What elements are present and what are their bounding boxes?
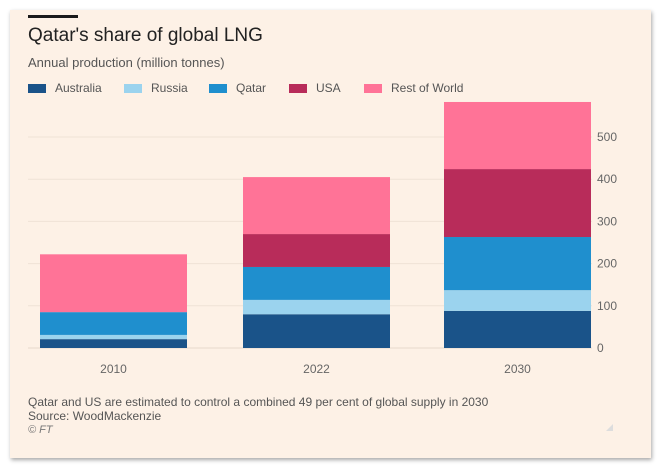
- x-tick-label: 2030: [504, 362, 531, 376]
- legend-item-usa: USA: [289, 81, 341, 95]
- legend-swatch-qatar: [209, 83, 227, 93]
- y-tick-label: 100: [597, 299, 617, 313]
- legend-label: Australia: [55, 81, 102, 95]
- y-tick-label: 500: [597, 130, 617, 144]
- y-tick-label: 0: [597, 341, 604, 355]
- footer-note: Qatar and US are estimated to control a …: [28, 395, 489, 409]
- footer-source: Source: WoodMackenzie: [28, 409, 162, 423]
- bar-segment-australia-2030: [444, 310, 591, 348]
- chart-subtitle: Annual production (million tonnes): [28, 55, 225, 70]
- footer-copyright: © FT: [28, 424, 53, 436]
- bar-segment-australia-2022: [243, 314, 390, 348]
- bar-segment-russia-2022: [243, 299, 390, 315]
- bar-segment-qatar-2010: [40, 312, 187, 335]
- bar-segment-rest-of-world-2030: [444, 101, 591, 170]
- legend-item-qatar: Qatar: [209, 81, 266, 95]
- resize-handle-icon: [606, 424, 613, 431]
- legend-label: USA: [316, 81, 341, 95]
- legend-swatch-rest-of-world: [364, 83, 382, 93]
- bar-segment-qatar-2022: [243, 266, 390, 300]
- y-tick-label: 400: [597, 172, 617, 186]
- x-tick-label: 2022: [303, 362, 330, 376]
- bar-segment-russia-2010: [40, 334, 187, 340]
- legend-label: Russia: [151, 81, 188, 95]
- legend-label: Qatar: [236, 81, 267, 95]
- legend-item-australia: Australia: [28, 81, 102, 95]
- bar-segment-russia-2030: [444, 290, 591, 311]
- chart-title: Qatar's share of global LNG: [28, 25, 263, 46]
- bar-segment-rest-of-world-2022: [243, 177, 390, 235]
- legend-item-russia: Russia: [124, 81, 188, 95]
- bar-segment-australia-2010: [40, 339, 187, 348]
- legend-swatch-usa: [289, 83, 307, 93]
- bar-segment-usa-2022: [243, 234, 390, 267]
- legend-label: Rest of World: [391, 81, 464, 95]
- ft-header-rule: [28, 15, 78, 18]
- bar-segment-usa-2030: [444, 169, 591, 238]
- y-tick-label: 200: [597, 257, 617, 271]
- bar-segment-qatar-2030: [444, 237, 591, 291]
- x-tick-label: 2010: [100, 362, 127, 376]
- legend-swatch-australia: [28, 83, 46, 93]
- y-tick-label: 300: [597, 214, 617, 228]
- legend-item-rest-of-world: Rest of World: [364, 81, 463, 95]
- bar-segment-rest-of-world-2010: [40, 254, 187, 313]
- legend-swatch-russia: [124, 83, 142, 93]
